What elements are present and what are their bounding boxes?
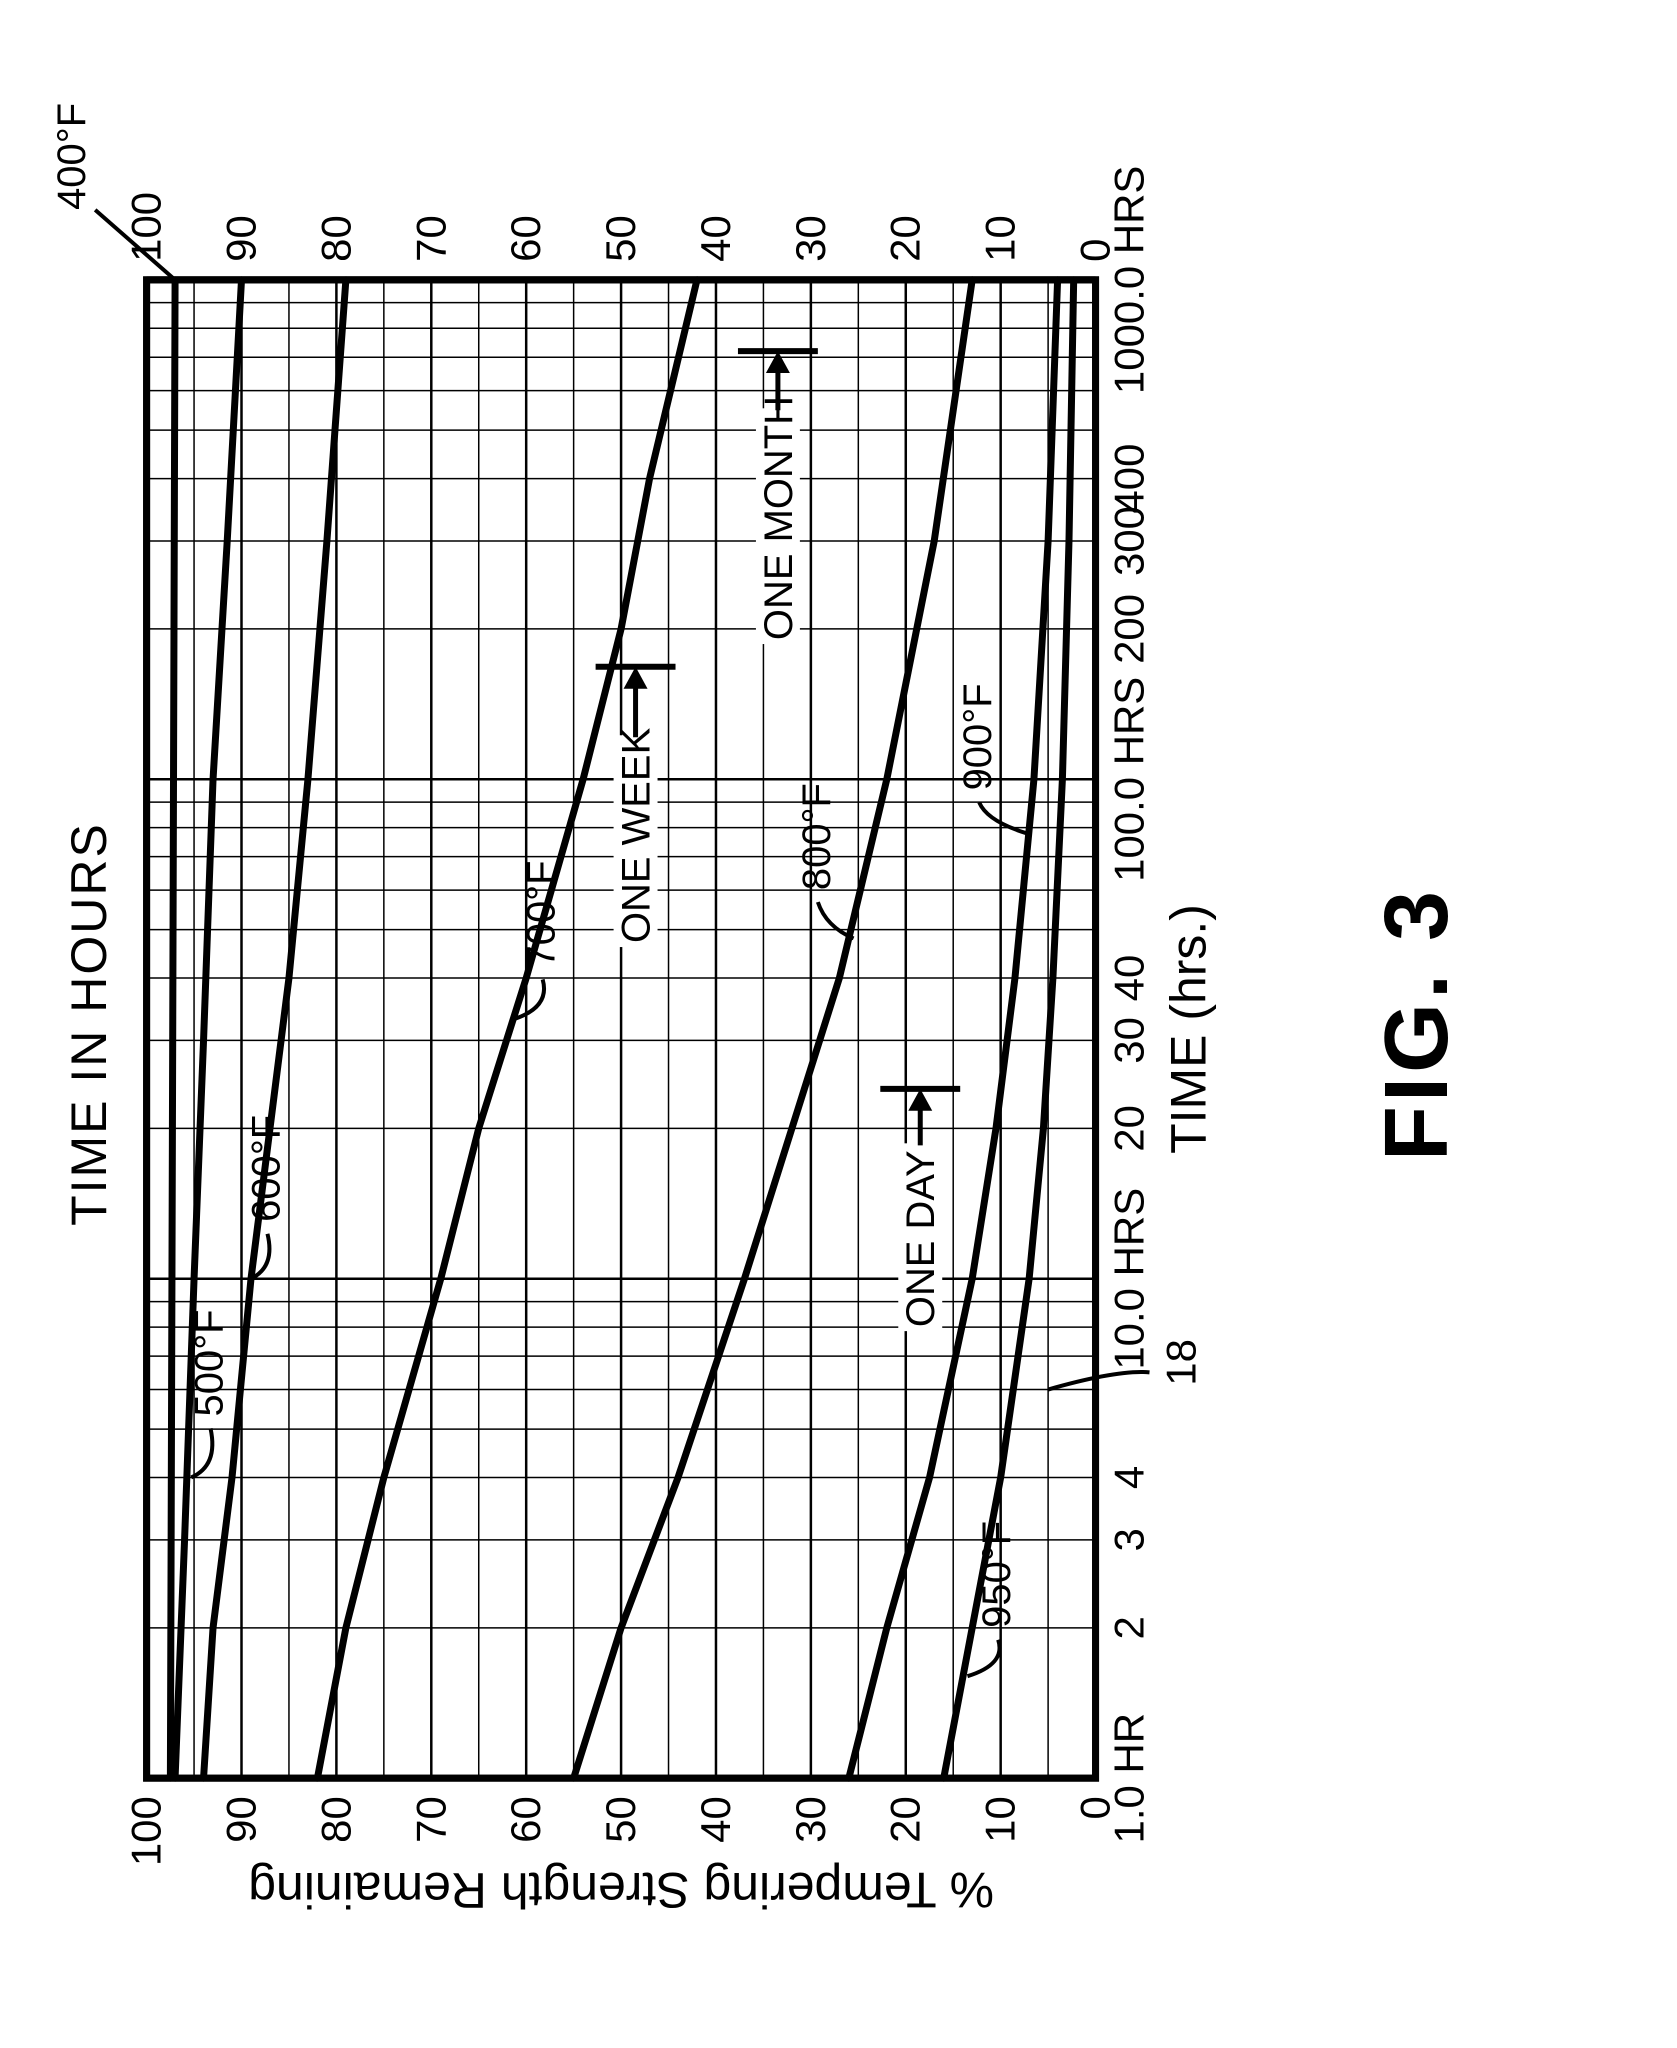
y-tick-left: 10 bbox=[977, 1796, 1024, 1843]
y-tick-left: 70 bbox=[407, 1796, 454, 1843]
time-marker-label: ONE MONTH bbox=[757, 396, 801, 640]
x-tick: 400 bbox=[1106, 444, 1153, 514]
chart-title: TIME IN HOURS bbox=[60, 120, 118, 1928]
time-marker-label: ONE WEEK bbox=[615, 727, 659, 943]
x-tick-decade: 1.0 HR bbox=[1106, 1713, 1153, 1844]
x-tick: 20 bbox=[1106, 1105, 1153, 1152]
y-tick-left: 30 bbox=[787, 1796, 834, 1843]
y-tick-right: 80 bbox=[312, 215, 359, 262]
y-tick-left: 20 bbox=[882, 1796, 929, 1843]
chart-svg: 0010102020303040405050606070708080909010… bbox=[136, 120, 1256, 1928]
x-tick: 300 bbox=[1106, 506, 1153, 576]
y-axis-label: % Tempering Strength Remaining bbox=[248, 1862, 994, 1918]
curve-400°F bbox=[170, 280, 175, 1778]
x-tick: 200 bbox=[1106, 594, 1153, 664]
callout-18: 18 bbox=[1157, 1339, 1204, 1386]
x-tick: 2 bbox=[1106, 1616, 1153, 1639]
y-tick-right: 10 bbox=[977, 215, 1024, 262]
y-tick-left: 50 bbox=[597, 1796, 644, 1843]
curve-label: 500°F bbox=[188, 1309, 232, 1416]
page-rotated-container: TIME IN HOURS 00101020203030404050506060… bbox=[0, 371, 1677, 2048]
curve-label: 600°F bbox=[244, 1115, 288, 1222]
y-tick-left: 90 bbox=[217, 1796, 264, 1843]
y-tick-right: 30 bbox=[787, 215, 834, 262]
time-marker-label: ONE DAY bbox=[899, 1150, 943, 1327]
y-tick-right: 70 bbox=[407, 215, 454, 262]
x-tick: 3 bbox=[1106, 1528, 1153, 1551]
y-tick-right: 50 bbox=[597, 215, 644, 262]
sheet: TIME IN HOURS 00101020203030404050506060… bbox=[0, 0, 1677, 2048]
y-tick-left: 40 bbox=[692, 1796, 739, 1843]
chart-area: 0010102020303040405050606070708080909010… bbox=[136, 120, 1256, 1928]
x-tick-decade: 100.0 HRS bbox=[1106, 677, 1153, 882]
y-tick-right: 60 bbox=[502, 215, 549, 262]
curve-label: 950°F bbox=[975, 1521, 1019, 1628]
y-tick-right: 100 bbox=[123, 192, 170, 262]
curve-label: 700°F bbox=[520, 860, 564, 967]
curve-label: 400°F bbox=[50, 103, 94, 210]
x-tick: 30 bbox=[1106, 1017, 1153, 1064]
x-axis-label: TIME (hrs.) bbox=[1160, 904, 1216, 1154]
x-tick-decade: 1000.0 HRS bbox=[1106, 166, 1153, 394]
x-tick: 4 bbox=[1106, 1466, 1153, 1489]
curve-label: 800°F bbox=[795, 783, 839, 890]
x-tick: 40 bbox=[1106, 955, 1153, 1002]
y-tick-right: 40 bbox=[692, 215, 739, 262]
y-tick-left: 60 bbox=[502, 1796, 549, 1843]
x-tick-decade: 10.0 HRS bbox=[1106, 1188, 1153, 1370]
curve-label: 900°F bbox=[956, 683, 1000, 790]
figure-label: FIG. 3 bbox=[1366, 120, 1469, 1928]
y-tick-left: 80 bbox=[312, 1796, 359, 1843]
y-tick-right: 20 bbox=[882, 215, 929, 262]
y-tick-left: 100 bbox=[123, 1796, 170, 1866]
y-tick-right: 90 bbox=[217, 215, 264, 262]
